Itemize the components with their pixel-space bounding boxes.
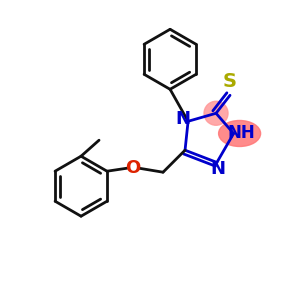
Text: N: N [210, 160, 225, 178]
Ellipse shape [204, 101, 228, 125]
Text: N: N [176, 110, 190, 128]
Text: O: O [125, 159, 141, 177]
Ellipse shape [219, 121, 261, 146]
Text: NH: NH [228, 124, 256, 142]
Text: S: S [223, 72, 237, 91]
